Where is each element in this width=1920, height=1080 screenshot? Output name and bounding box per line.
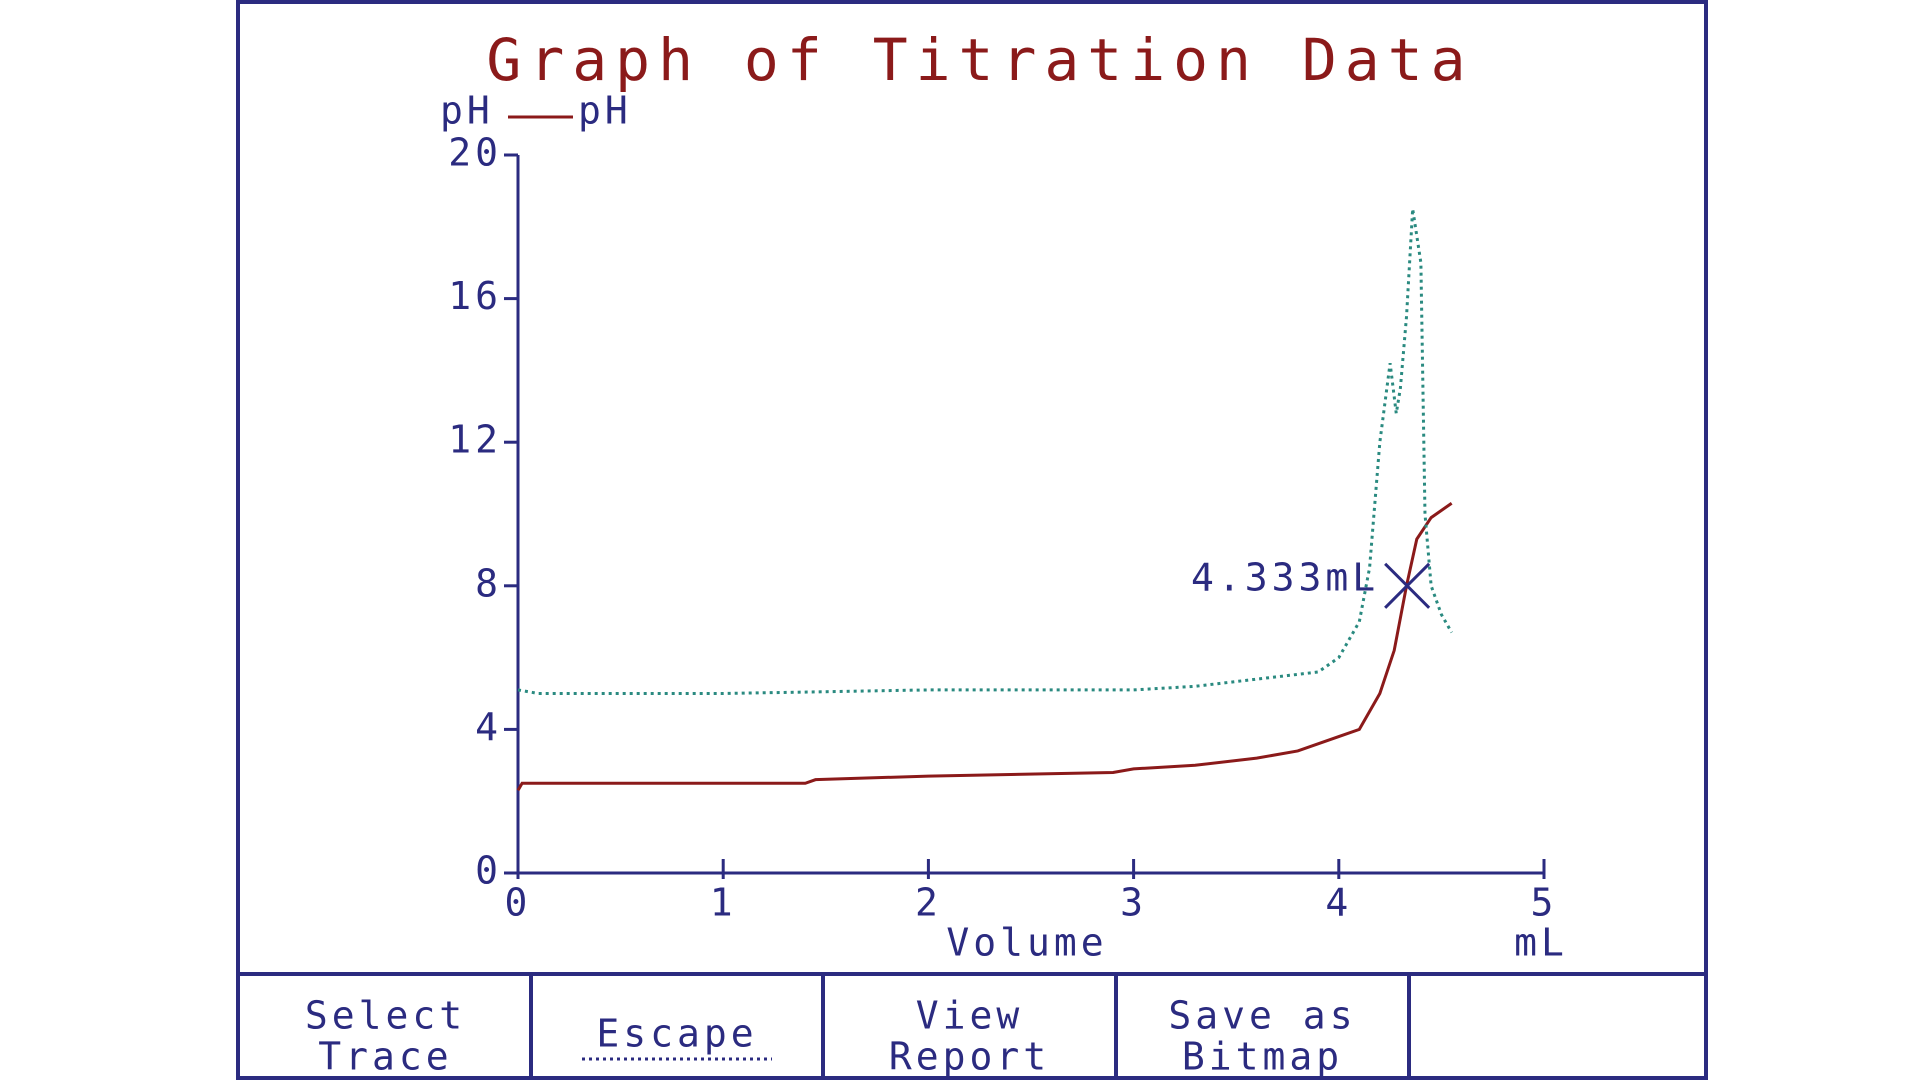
cursor-mark [1384, 562, 1431, 609]
x-axis-label: Volume [946, 921, 1107, 965]
x-tick-label: 5 [1531, 881, 1558, 925]
button-dividers [529, 974, 1411, 1078]
y-tick-label: 0 [475, 849, 502, 893]
legend-label: pH [578, 89, 632, 133]
button-label[interactable]: Escape [596, 1012, 757, 1056]
data-line [516, 502, 1453, 792]
button-label[interactable]: Report [889, 1035, 1050, 1079]
x-tick-label: 1 [710, 881, 737, 925]
y-tick-label: 4 [475, 705, 502, 749]
data-line [517, 208, 1453, 695]
button-label[interactable]: Bitmap [1182, 1035, 1343, 1079]
cursor-label: 4.333mL [1191, 555, 1379, 599]
x-tick-label: 2 [915, 881, 942, 925]
x-tick-label: 0 [505, 881, 532, 925]
x-tick-label: 3 [1120, 881, 1147, 925]
y-tick-label: 16 [448, 274, 502, 318]
x-axis-unit: mL [1514, 921, 1568, 965]
y-axis-label: pH [440, 89, 494, 133]
button-label[interactable]: Save as [1168, 994, 1356, 1038]
y-tick-label: 12 [448, 418, 502, 462]
chart-title: Graph of Titration Data [486, 26, 1473, 94]
x-tick-label: 4 [1325, 881, 1352, 925]
button-label[interactable]: View [916, 994, 1024, 1038]
y-tick-label: 8 [475, 561, 502, 605]
button-label[interactable]: Select [305, 994, 466, 1038]
button-label[interactable]: Trace [318, 1035, 452, 1079]
y-tick-label: 20 [448, 131, 502, 175]
screen-frame [236, 0, 1708, 1080]
